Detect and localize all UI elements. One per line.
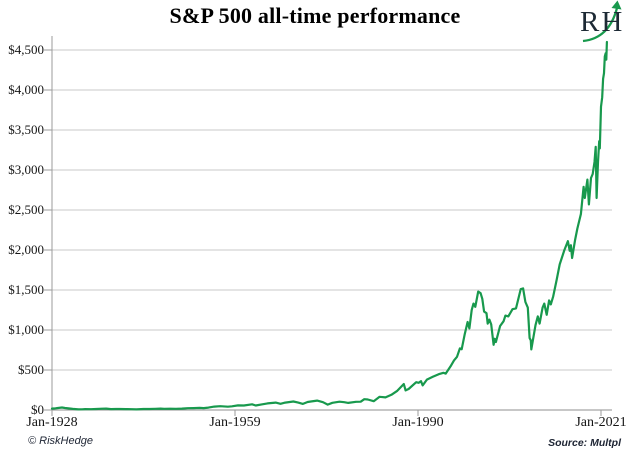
axes [44,36,612,416]
y-axis-label: $4,500 [8,42,44,57]
source-note: Source: Multpl [548,437,621,449]
x-axis-label: Jan-1990 [392,415,444,430]
riskhedge-logo: RH [580,0,624,43]
gridlines [52,49,612,371]
page-title: S&P 500 all-time performance [169,3,461,28]
x-axis-label: Jan-2021 [575,415,627,430]
y-axis-label: $1,000 [8,322,44,337]
logo-arrow-icon [582,7,619,43]
y-axis-label: $1,500 [8,282,44,297]
y-axis-label: $2,000 [8,242,44,257]
logo-arrowhead-icon [611,0,622,10]
logo-text: RH [580,6,624,38]
copyright-note: © RiskHedge [28,435,93,447]
y-axis-label: $500 [18,362,44,377]
y-axis-label: $2,500 [8,202,44,217]
y-axis-label: $3,500 [8,122,44,137]
y-axis-label: $0 [31,402,44,417]
x-axis-label: Jan-1959 [209,415,261,430]
x-axis-label: Jan-1928 [26,415,78,430]
sp500-series-line [50,40,609,411]
y-axis-label: $3,000 [8,162,44,177]
y-axis-label: $4,000 [8,82,44,97]
